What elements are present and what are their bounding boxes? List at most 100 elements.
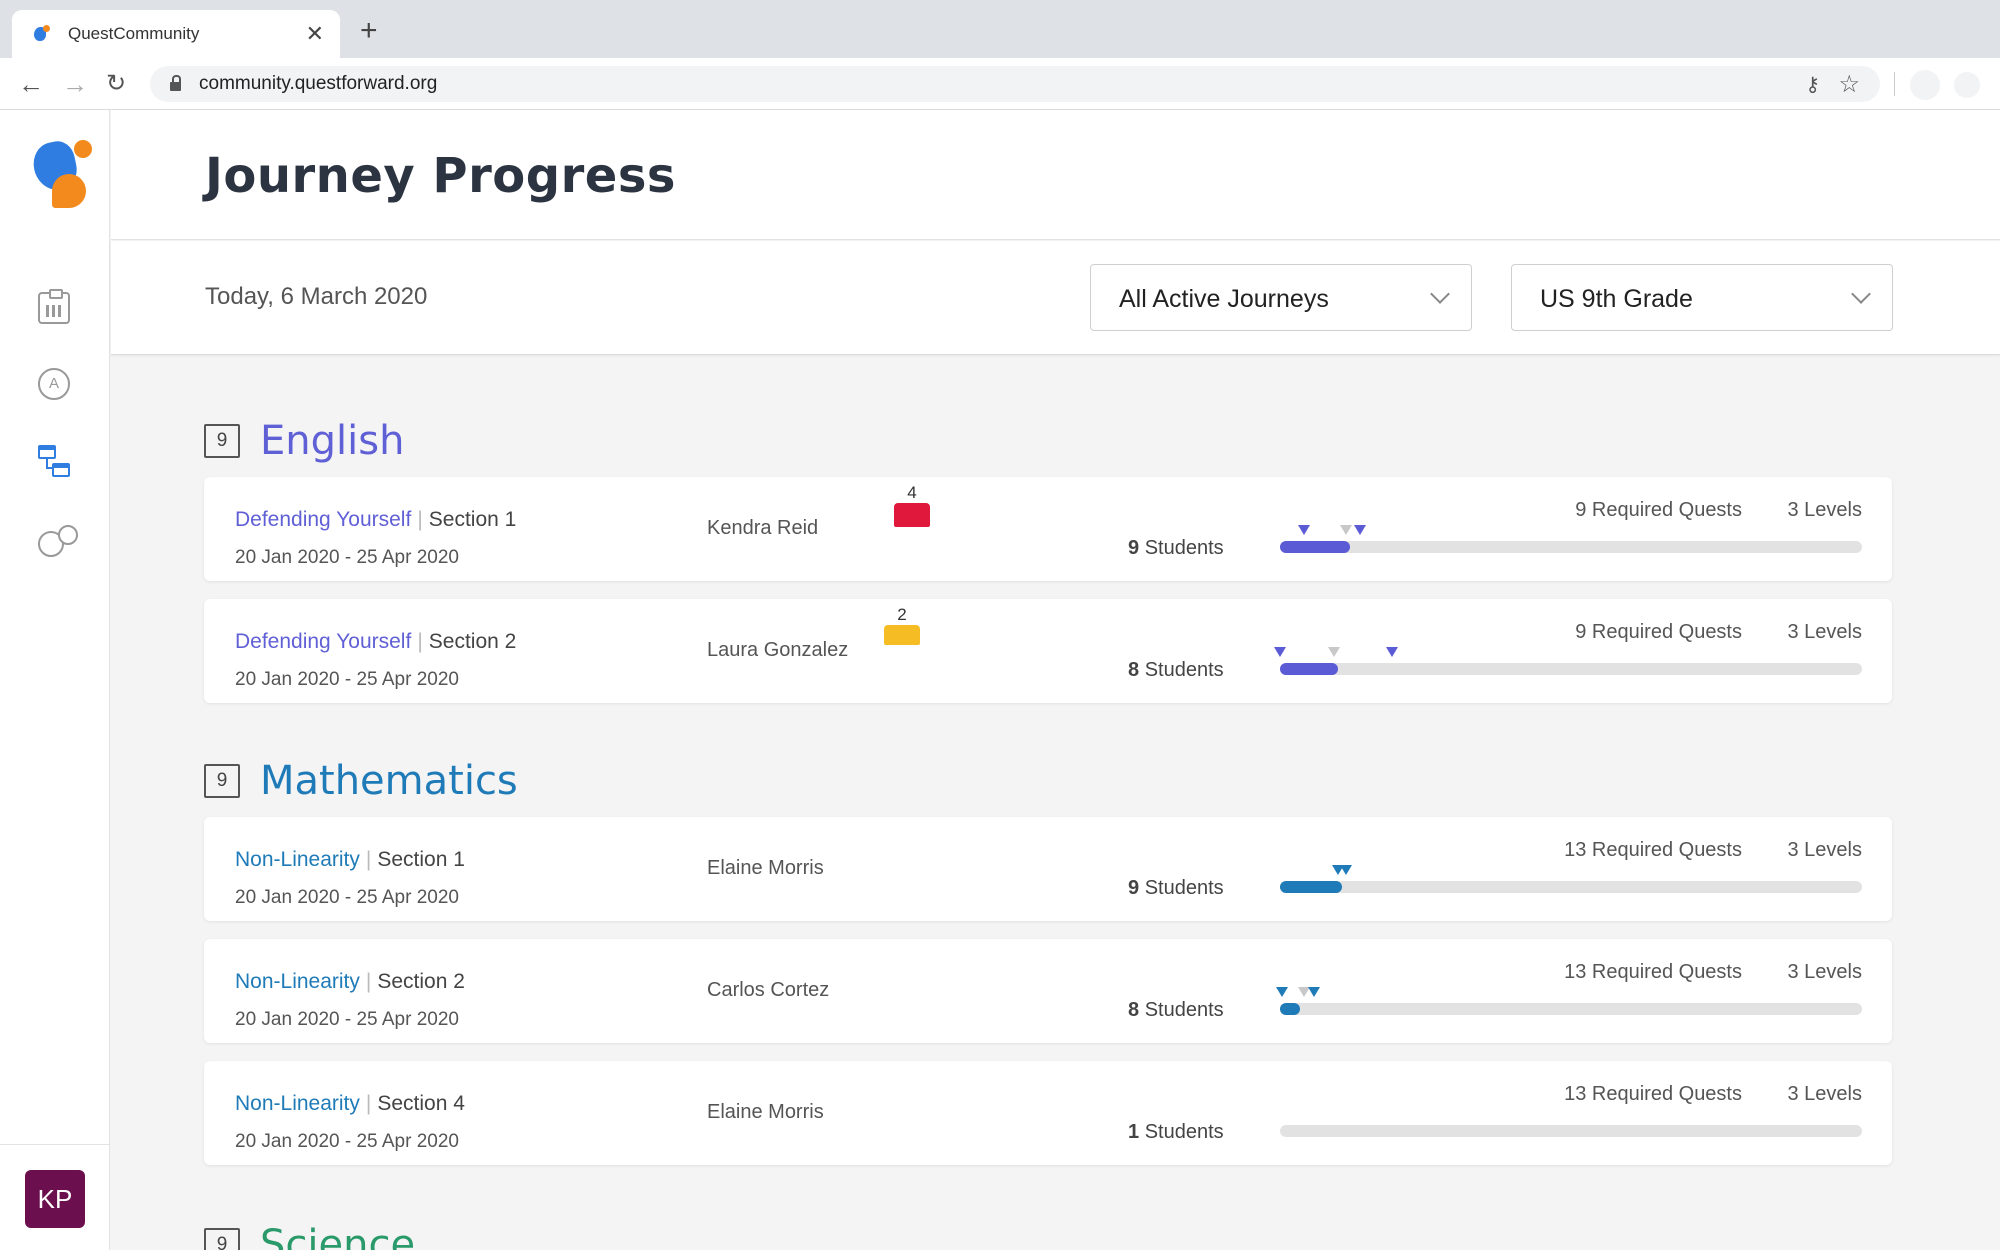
address-bar[interactable]: community.questforward.org ⚷ ☆ [150, 66, 1880, 102]
journey-link[interactable]: Non-Linearity [235, 848, 360, 871]
teacher-name: Elaine Morris [707, 1101, 824, 1123]
app-sidebar: A KP [0, 110, 110, 1250]
browser-tab-bar: QuestCommunity ✕ + [0, 0, 2000, 58]
teacher-name: Laura Gonzalez [707, 639, 849, 661]
progress-fill [1280, 541, 1350, 553]
progress-track [1276, 987, 1862, 1015]
profile-icon[interactable] [1910, 70, 1940, 100]
student-count-number: 9 [1128, 537, 1140, 559]
star-icon[interactable]: ☆ [1838, 71, 1860, 98]
journey-section-name[interactable]: Defending Yourself | Section 1 [235, 508, 516, 532]
progress-fill [1280, 1003, 1300, 1015]
journeys-select[interactable]: All Active Journeys [1090, 264, 1472, 331]
journey-section-name[interactable]: Non-Linearity | Section 2 [235, 970, 465, 994]
journey-link[interactable]: Defending Yourself [235, 508, 412, 531]
level-marker-icon [1386, 647, 1398, 657]
level-marker-icon [1274, 647, 1286, 657]
grade-badge: 9 [204, 764, 240, 798]
section-label[interactable]: Section 1 [377, 848, 465, 871]
progress-track [1280, 1125, 1862, 1137]
student-count: 9 Students [1128, 877, 1224, 900]
journey-dates: 20 Jan 2020 - 25 Apr 2020 [235, 1009, 459, 1030]
journey-card[interactable]: Defending Yourself | Section 2 20 Jan 2020 … [204, 599, 1892, 703]
journey-link[interactable]: Non-Linearity [235, 970, 360, 993]
subject-header: 9 Mathematics [204, 758, 518, 804]
section-label[interactable]: Section 2 [377, 970, 465, 993]
subject-title[interactable]: Mathematics [260, 758, 518, 804]
alert-bar [894, 503, 930, 527]
teacher-name: Carlos Cortez [707, 979, 830, 1001]
student-count-number: 8 [1128, 999, 1140, 1021]
student-count-number: 9 [1128, 877, 1140, 899]
journey-section-name[interactable]: Defending Yourself | Section 2 [235, 630, 516, 654]
questforward-logo-icon[interactable] [29, 138, 94, 212]
new-tab-button[interactable]: + [360, 14, 378, 47]
clipboard-chart-icon[interactable] [38, 289, 70, 324]
avatar[interactable]: KP [25, 1170, 85, 1228]
browser-toolbar: ← → ↻ community.questforward.org ⚷ ☆ [0, 58, 2000, 110]
back-icon[interactable]: ← [18, 69, 44, 99]
required-quests: 9 Required Quests [1575, 621, 1742, 643]
sidebar-divider [0, 1144, 110, 1145]
extension-icon[interactable] [1954, 72, 1980, 98]
section-label[interactable]: Section 1 [428, 508, 517, 531]
teacher-name: Elaine Morris [707, 857, 824, 879]
student-count-label: Students [1144, 537, 1224, 559]
pathway-icon[interactable] [38, 445, 70, 477]
journey-dates: 20 Jan 2020 - 25 Apr 2020 [235, 669, 459, 690]
close-tab-icon[interactable]: ✕ [305, 21, 324, 46]
section-label[interactable]: Section 4 [377, 1092, 465, 1115]
grade-badge: 9 [204, 424, 240, 458]
subject-header: 9 Science [204, 1222, 415, 1250]
subject-header: 9 English [204, 418, 404, 464]
level-marker-icon [1276, 987, 1288, 997]
journey-card[interactable]: Defending Yourself | Section 1 20 Jan 2020 … [204, 477, 1892, 581]
alert-badge[interactable]: 2 [884, 605, 920, 645]
subject-title[interactable]: English [260, 418, 405, 464]
browser-tab[interactable]: QuestCommunity ✕ [12, 10, 340, 58]
reload-icon[interactable]: ↻ [106, 70, 127, 97]
levels-count: 3 Levels [1787, 499, 1863, 521]
required-quests: 13 Required Quests [1564, 1083, 1742, 1105]
name-divider: | [365, 970, 372, 993]
student-count: 8 Students [1128, 659, 1224, 682]
student-count: 1 Students [1128, 1121, 1224, 1144]
student-count-number: 1 [1128, 1121, 1140, 1143]
page-title: Journey Progress [205, 148, 676, 204]
subject-title[interactable]: Science [260, 1222, 416, 1250]
journey-card[interactable]: Non-Linearity | Section 2 20 Jan 2020 - 25 … [204, 939, 1892, 1043]
toolbar-separator [1894, 72, 1895, 96]
section-label[interactable]: Section 2 [428, 630, 517, 653]
level-marker-icon [1340, 865, 1352, 875]
today-date: Today, 6 March 2020 [205, 283, 428, 310]
journey-link[interactable]: Defending Yourself [235, 630, 412, 653]
filter-bar: Today, 6 March 2020 All Active Journeys … [111, 241, 2000, 355]
journey-card[interactable]: Non-Linearity | Section 4 20 Jan 2020 - 25 … [204, 1061, 1892, 1165]
levels-count: 3 Levels [1787, 1083, 1863, 1105]
alert-bar [884, 625, 920, 645]
forward-icon[interactable]: → [62, 69, 88, 99]
journey-dates: 20 Jan 2020 - 25 Apr 2020 [235, 1131, 459, 1152]
journey-card[interactable]: Non-Linearity | Section 1 20 Jan 2020 - 25 … [204, 817, 1892, 921]
teacher-name: Kendra Reid [707, 517, 819, 539]
student-count-label: Students [1144, 999, 1224, 1021]
alert-badge[interactable]: 4 [894, 483, 930, 527]
student-count-number: 8 [1128, 659, 1140, 681]
faces-icon[interactable] [38, 525, 82, 557]
progress-fill [1280, 881, 1342, 893]
journey-section-name[interactable]: Non-Linearity | Section 1 [235, 848, 465, 872]
progress-track [1280, 865, 1862, 893]
student-count: 8 Students [1128, 999, 1224, 1022]
required-quests: 9 Required Quests [1575, 499, 1742, 521]
levels-count: 3 Levels [1787, 961, 1863, 983]
url-text[interactable]: community.questforward.org [199, 73, 438, 94]
alert-count: 2 [897, 605, 907, 624]
student-count: 9 Students [1128, 537, 1224, 560]
grade-select[interactable]: US 9th Grade [1511, 264, 1893, 331]
journey-section-name[interactable]: Non-Linearity | Section 4 [235, 1092, 465, 1116]
chevron-down-icon [1430, 284, 1450, 304]
key-icon[interactable]: ⚷ [1805, 74, 1820, 96]
chevron-down-icon [1851, 284, 1871, 304]
journey-link[interactable]: Non-Linearity [235, 1092, 360, 1115]
circle-a-icon[interactable]: A [38, 368, 70, 400]
